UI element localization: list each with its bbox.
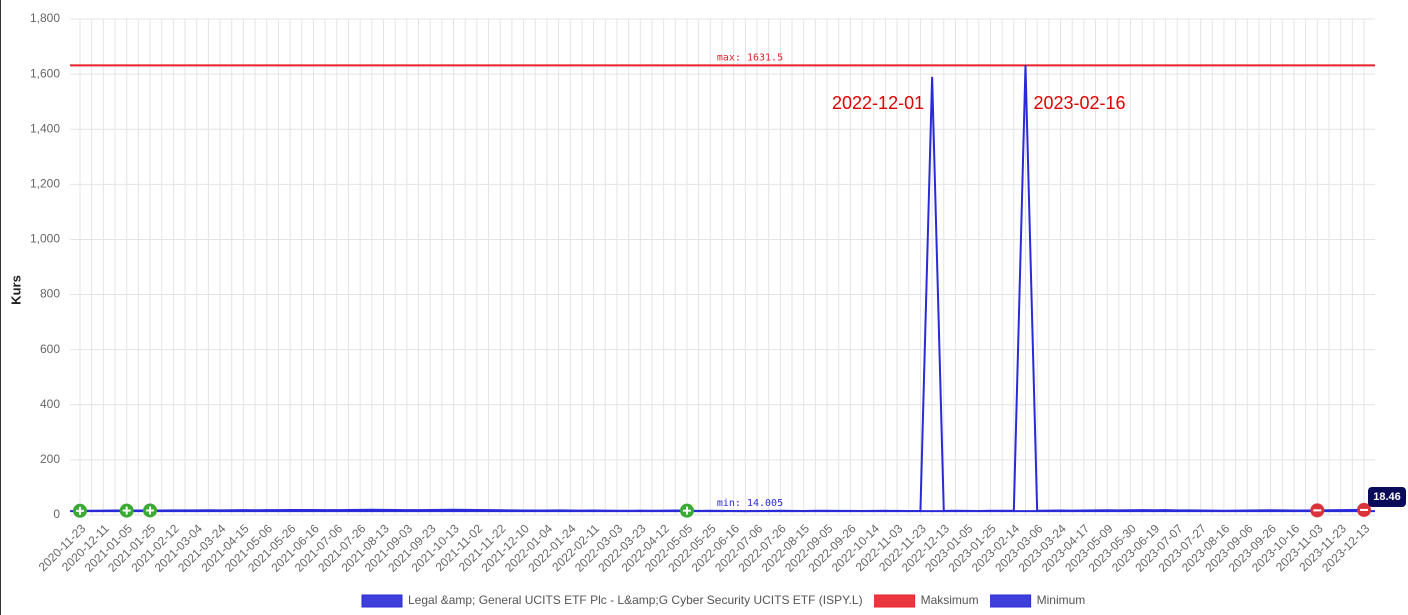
- legend-swatch: [990, 594, 1032, 608]
- legend-label: Minimum: [1037, 593, 1086, 607]
- legend-label: Maksimum: [921, 593, 979, 607]
- y-tick-label: 600: [40, 342, 60, 356]
- trade-marker: [73, 503, 87, 518]
- y-tick-label: 200: [40, 452, 60, 466]
- y-tick-label: 1,400: [30, 121, 60, 135]
- annotation: 2023-02-16: [1033, 93, 1125, 113]
- y-axis-label: Kurs: [8, 275, 23, 305]
- last-value-box: [1368, 487, 1406, 507]
- reference-label: max: 1631.5: [717, 52, 783, 63]
- legend-label: Legal &amp; General UCITS ETF Plc - L&am…: [408, 593, 863, 607]
- y-tick-label: 1,000: [30, 232, 60, 246]
- legend-swatch: [361, 594, 403, 608]
- annotation: 2022-12-01: [832, 93, 924, 113]
- y-tick-label: 400: [40, 397, 60, 411]
- legend-swatch: [874, 594, 916, 608]
- y-tick-label: 1,800: [30, 11, 60, 25]
- last-value-label: 18.46: [1373, 491, 1401, 503]
- trade-marker: [143, 503, 158, 518]
- y-tick-label: 0: [53, 507, 60, 521]
- trade-marker: [1357, 502, 1371, 517]
- series-line: [79, 65, 1365, 513]
- y-tick-label: 1,200: [30, 177, 60, 191]
- trade-marker: [1310, 503, 1325, 518]
- y-tick-label: 800: [40, 287, 60, 301]
- trade-marker: [119, 503, 134, 518]
- y-tick-label: 1,600: [30, 66, 60, 80]
- reference-label: min: 14.005: [717, 498, 783, 509]
- trade-marker: [679, 503, 694, 518]
